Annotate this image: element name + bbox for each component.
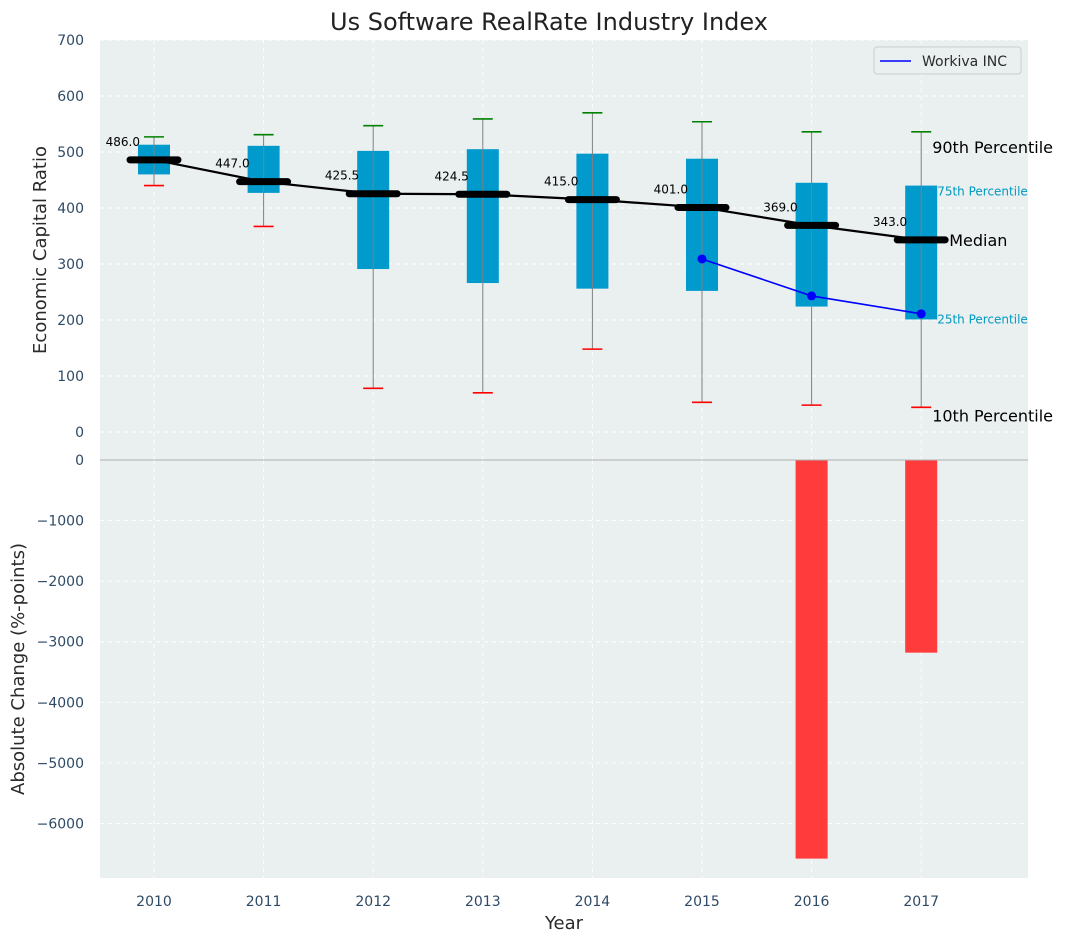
workiva-point (916, 309, 926, 319)
x-tick-label: 2010 (136, 894, 172, 910)
median-trend-line (153, 158, 922, 242)
annotation-median: Median (949, 231, 1007, 250)
change-bar (795, 460, 828, 859)
median-value-label: 424.5 (434, 169, 468, 183)
annotation-75th: 75th Percentile (937, 185, 1028, 199)
annotation-25th: 25th Percentile (937, 312, 1028, 326)
y-tick-label-bottom: −3000 (37, 635, 84, 651)
y-tick-label-bottom: −5000 (37, 756, 84, 772)
x-tick-label: 2011 (246, 894, 282, 910)
x-tick-label: 2015 (684, 894, 720, 910)
top-plot-area (100, 40, 1028, 460)
y-tick-label-top: 100 (57, 369, 84, 385)
x-tick-label: 2017 (903, 894, 939, 910)
median-value-label: 425.5 (325, 169, 359, 183)
workiva-point (807, 291, 817, 301)
annotation-10th: 10th Percentile (932, 406, 1053, 425)
workiva-series (697, 254, 926, 319)
x-tick-label: 2013 (465, 894, 501, 910)
y-tick-label-top: 0 (75, 425, 84, 441)
y-tick-label-top: 300 (57, 257, 84, 273)
median-value-label: 486.0 (106, 135, 140, 149)
legend-box (873, 46, 1022, 75)
median-value-label: 343.0 (873, 215, 907, 229)
median-trend (153, 158, 922, 242)
bottom-plot-area (100, 460, 1028, 878)
x-tick-label: 2014 (575, 894, 611, 910)
y-tick-label-top: 200 (57, 313, 84, 329)
y-tick-label-bottom: −4000 (37, 695, 84, 711)
percentile-annotations: 90th Percentile 75th Percentile Median 25th… (932, 138, 1053, 426)
y-tick-label-bottom: −2000 (37, 574, 84, 590)
bottom-y-axis-label: Absolute Change (%-points) (8, 543, 29, 795)
top-y-axis-label: Economic Capital Ratio (30, 146, 51, 354)
legend: Workiva INC (873, 46, 1022, 75)
x-axis-label: Year (544, 913, 584, 934)
y-tick-label-top: 600 (57, 89, 84, 105)
change-bars (795, 460, 938, 859)
workiva-point (697, 254, 707, 264)
median-value-label: 369.0 (763, 200, 797, 214)
x-tick-labels: 2010 2011 2012 2013 2014 2015 2016 2017 (136, 894, 939, 910)
y-tick-label-top: 400 (57, 201, 84, 217)
x-tick-label: 2016 (794, 894, 830, 910)
y-tick-label-bottom: 0 (75, 453, 84, 469)
y-tick-label-top: 500 (57, 145, 84, 161)
median-value-label: 447.0 (215, 157, 249, 171)
legend-label: Workiva INC (922, 54, 1007, 70)
median-value-label: 415.0 (544, 175, 578, 189)
annotation-90th: 90th Percentile (932, 138, 1053, 157)
median-value-label: 401.0 (654, 182, 688, 196)
y-tick-label-top: 700 (57, 33, 84, 49)
chart-title: Us Software RealRate Industry Index (330, 8, 768, 36)
top-y-tick-labels: 0 100 200 300 400 500 600 700 (57, 33, 84, 441)
x-tick-label: 2012 (355, 894, 391, 910)
bottom-y-tick-labels: 0 −1000 −2000 −3000 −4000 −5000 −6000 (37, 453, 84, 832)
y-tick-label-bottom: −1000 (37, 514, 84, 530)
y-tick-label-bottom: −6000 (37, 816, 84, 832)
change-bar (905, 460, 938, 653)
